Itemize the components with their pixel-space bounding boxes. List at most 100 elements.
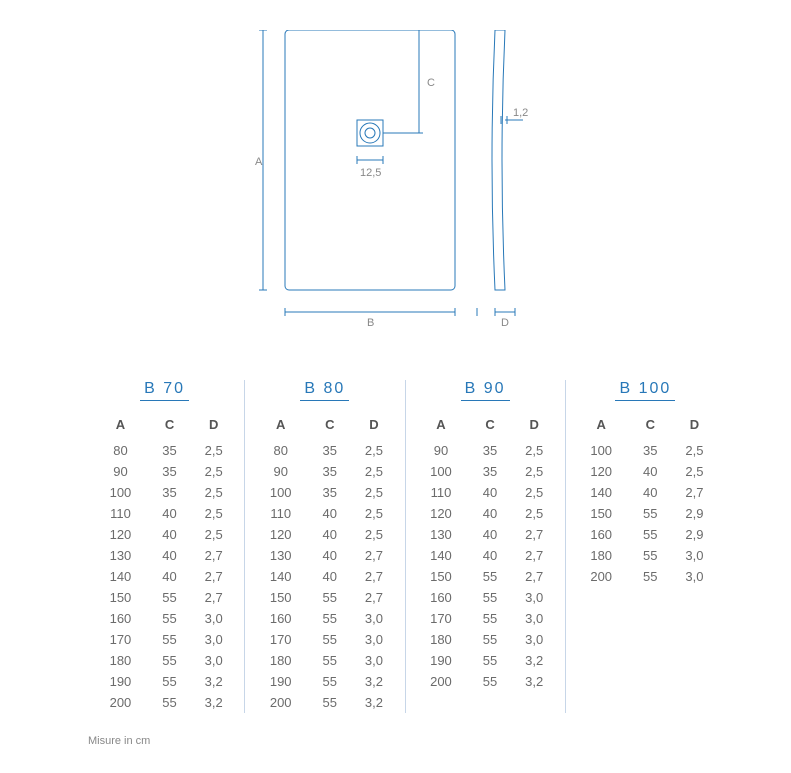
cell: 35 xyxy=(150,440,189,461)
table-row: 140402,7 xyxy=(412,545,559,566)
table-row: 190553,2 xyxy=(91,671,238,692)
cell: 2,7 xyxy=(189,587,238,608)
col-header: D xyxy=(349,417,398,440)
technical-diagram: A B C D 12,5 1,2 xyxy=(255,30,555,340)
table-row: 120402,5 xyxy=(251,524,398,545)
cell: 2,7 xyxy=(510,566,559,587)
cell: 3,2 xyxy=(349,692,398,713)
cell: 2,5 xyxy=(349,503,398,524)
dim-A: A xyxy=(255,156,263,168)
cell: 2,5 xyxy=(189,482,238,503)
cell: 2,5 xyxy=(349,482,398,503)
cell: 160 xyxy=(91,608,150,629)
cell: 190 xyxy=(91,671,150,692)
cell: 3,2 xyxy=(189,692,238,713)
table-row: 170553,0 xyxy=(412,608,559,629)
table-row: 150552,7 xyxy=(412,566,559,587)
cell: 3,0 xyxy=(510,629,559,650)
col-header: D xyxy=(670,417,719,440)
dimension-table: ACD80352,590352,5100352,5110402,5120402,… xyxy=(91,417,238,713)
table-title: B 70 xyxy=(140,380,189,401)
cell: 2,5 xyxy=(189,440,238,461)
cell: 190 xyxy=(412,650,471,671)
cell: 2,9 xyxy=(670,503,719,524)
cell: 120 xyxy=(91,524,150,545)
cell: 170 xyxy=(251,629,310,650)
cell: 140 xyxy=(572,482,631,503)
cell: 200 xyxy=(251,692,310,713)
cell: 160 xyxy=(572,524,631,545)
cell: 3,0 xyxy=(189,650,238,671)
col-header: D xyxy=(510,417,559,440)
col-header: C xyxy=(310,417,349,440)
cell: 55 xyxy=(631,566,670,587)
cell: 150 xyxy=(412,566,471,587)
cell: 120 xyxy=(251,524,310,545)
cell: 40 xyxy=(310,524,349,545)
cell: 90 xyxy=(91,461,150,482)
cell: 2,7 xyxy=(189,566,238,587)
cell: 100 xyxy=(251,482,310,503)
table-group: B 80ACD80352,590352,5100352,5110402,5120… xyxy=(245,380,405,713)
cell: 200 xyxy=(91,692,150,713)
cell: 55 xyxy=(310,692,349,713)
table-group: B 100ACD100352,5120402,5140402,7150552,9… xyxy=(566,380,725,713)
dimension-tables: B 70ACD80352,590352,5100352,5110402,5120… xyxy=(85,380,725,713)
cell: 2,5 xyxy=(189,461,238,482)
cell: 140 xyxy=(412,545,471,566)
cell: 130 xyxy=(412,524,471,545)
cell: 140 xyxy=(251,566,310,587)
table-row: 120402,5 xyxy=(572,461,719,482)
table-title: B 100 xyxy=(615,380,675,401)
cell: 3,0 xyxy=(510,608,559,629)
table-row: 120402,5 xyxy=(412,503,559,524)
cell: 55 xyxy=(470,566,509,587)
dim-thickness: 1,2 xyxy=(513,107,528,119)
cell: 3,2 xyxy=(349,671,398,692)
table-row: 200553,2 xyxy=(412,671,559,692)
table-row: 160553,0 xyxy=(91,608,238,629)
cell: 90 xyxy=(412,440,471,461)
table-row: 150552,9 xyxy=(572,503,719,524)
cell: 55 xyxy=(631,503,670,524)
cell: 160 xyxy=(251,608,310,629)
cell: 55 xyxy=(150,692,189,713)
cell: 2,5 xyxy=(349,440,398,461)
table-row: 160552,9 xyxy=(572,524,719,545)
cell: 110 xyxy=(412,482,471,503)
table-row: 100352,5 xyxy=(251,482,398,503)
cell: 35 xyxy=(470,440,509,461)
cell: 40 xyxy=(631,482,670,503)
cell: 3,2 xyxy=(510,671,559,692)
cell: 130 xyxy=(251,545,310,566)
cell: 55 xyxy=(470,608,509,629)
table-row: 180553,0 xyxy=(91,650,238,671)
dimension-table: ACD100352,5120402,5140402,7150552,916055… xyxy=(572,417,719,587)
table-row: 200553,2 xyxy=(251,692,398,713)
cell: 40 xyxy=(631,461,670,482)
table-title: B 80 xyxy=(300,380,349,401)
cell: 100 xyxy=(572,440,631,461)
cell: 2,5 xyxy=(510,440,559,461)
cell: 180 xyxy=(91,650,150,671)
footnote: Misure in cm xyxy=(88,735,150,747)
table-row: 90352,5 xyxy=(91,461,238,482)
cell: 3,2 xyxy=(510,650,559,671)
table-row: 140402,7 xyxy=(572,482,719,503)
cell: 80 xyxy=(251,440,310,461)
table-row: 90352,5 xyxy=(412,440,559,461)
cell: 3,0 xyxy=(670,566,719,587)
cell: 120 xyxy=(412,503,471,524)
cell: 55 xyxy=(310,629,349,650)
cell: 55 xyxy=(150,629,189,650)
cell: 2,7 xyxy=(349,566,398,587)
cell: 55 xyxy=(150,650,189,671)
table-row: 130402,7 xyxy=(412,524,559,545)
cell: 2,7 xyxy=(510,545,559,566)
cell: 80 xyxy=(91,440,150,461)
table-row: 90352,5 xyxy=(251,461,398,482)
cell: 2,7 xyxy=(189,545,238,566)
cell: 190 xyxy=(251,671,310,692)
cell: 2,5 xyxy=(670,461,719,482)
cell: 3,0 xyxy=(349,629,398,650)
